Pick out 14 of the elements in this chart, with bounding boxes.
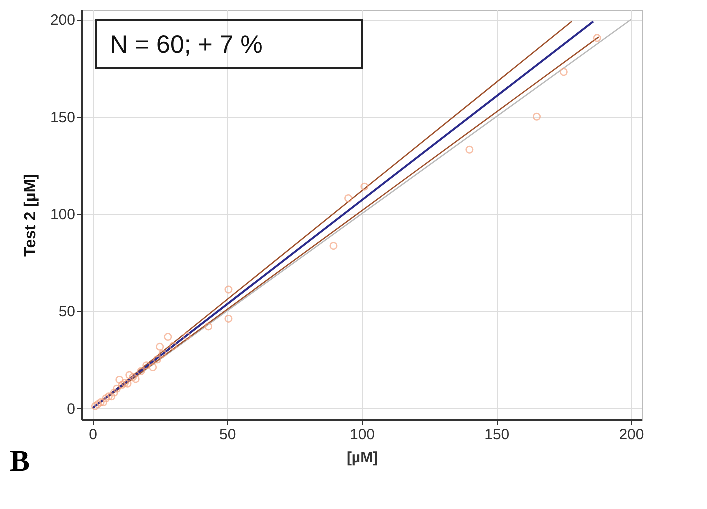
x-tick-label: 50 [220,426,236,444]
y-axis-title: Test 2 [µM] [22,174,40,257]
y-tick-label: 150 [50,109,76,126]
x-tick-label: 0 [89,426,98,444]
y-tick-label: 100 [50,206,76,224]
x-tick-label: 100 [350,426,376,444]
annotation: N = 60; + 7 % [110,31,263,59]
y-tick-label: 0 [67,400,76,418]
y-tick-label: 200 [50,12,76,30]
x-tick-label: 200 [619,426,644,444]
x-axis-title: [µM] [346,450,378,466]
text: B [10,445,30,478]
x-tick-label: 150 [484,426,510,444]
y-tick-label: 50 [58,304,76,321]
